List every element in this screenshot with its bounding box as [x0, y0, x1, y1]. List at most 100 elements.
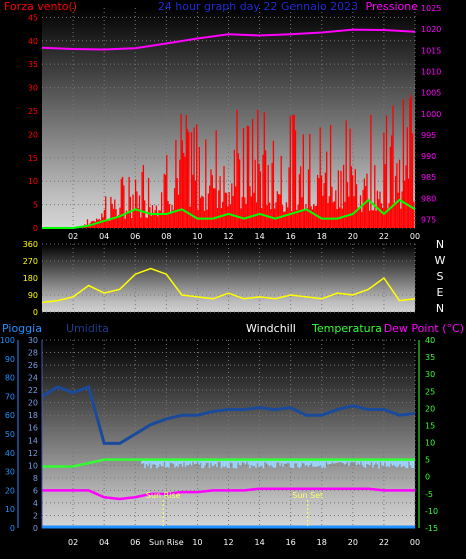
temp-tick-label: 25 [425, 387, 435, 396]
rain-tick-label: 50 [5, 430, 15, 439]
gust-line [42, 198, 416, 229]
temp-axis-ticks: 0102030405060708090100024681012141618202… [0, 336, 438, 547]
pressure-tick-label: 975 [421, 216, 436, 225]
humidity-tick-label: 22 [28, 386, 38, 395]
cardinal-letter: E [437, 286, 444, 299]
rain-tick-label: 10 [5, 505, 15, 514]
temp-tick-label: 30 [425, 370, 435, 379]
temp-tick-label: -15 [425, 524, 438, 533]
sunrise-label: Sun Rise [146, 491, 181, 500]
temp-tick-label: -5 [425, 490, 433, 499]
time-tick-label: 02 [68, 538, 78, 547]
time-tick-label: 06 [130, 232, 140, 241]
temp-tick-label: 20 [425, 404, 435, 413]
cardinal-letter: N [436, 238, 444, 251]
wind-axis-ticks: 0510152025303540459759809859909951000100… [28, 4, 442, 241]
temp-tick-label: 10 [425, 439, 435, 448]
time-tick-label: 20 [348, 232, 358, 241]
time-tick-label: 14 [254, 232, 264, 241]
pressure-tick-label: 995 [421, 131, 436, 140]
windchill-label: Windchill [246, 322, 296, 335]
wind-tick-label: 5 [33, 201, 38, 210]
wind-tick-label: 10 [28, 177, 38, 186]
humidity-label: Umidita [66, 322, 109, 335]
rain-label: Pioggia [2, 322, 42, 335]
pressure-line [41, 28, 416, 51]
time-tick-label: 20 [348, 538, 358, 547]
humidity-tick-label: 14 [28, 436, 38, 445]
humidity-line [41, 385, 416, 445]
pressure-tick-label: 990 [421, 152, 436, 161]
time-tick-label: 16 [286, 538, 296, 547]
wind-grid [42, 8, 416, 229]
wind-tick-label: 15 [28, 154, 38, 163]
wind-tick-label: 0 [33, 224, 38, 233]
direction-plot-area [42, 244, 415, 312]
rain-tick-label: 70 [5, 392, 15, 401]
humidity-tick-label: 12 [28, 449, 38, 458]
temp-tick-label: 35 [425, 353, 435, 362]
time-tick-label: 22 [379, 232, 389, 241]
time-tick-label: 12 [223, 232, 233, 241]
rain-tick-label: 80 [5, 374, 15, 383]
time-tick-label: 18 [317, 232, 327, 241]
pressure-tick-label: 1010 [421, 67, 441, 76]
pressure-tick-label: 1015 [421, 46, 441, 55]
humidity-tick-label: 6 [33, 486, 38, 495]
pressure-tick-label: 980 [421, 194, 436, 203]
time-tick-label: 00 [410, 538, 420, 547]
temp-tick-label: 5 [425, 456, 430, 465]
wind-tick-label: 45 [28, 13, 38, 22]
time-tick-label: 14 [254, 538, 264, 547]
rain-tick-label: 20 [5, 486, 15, 495]
time-tick-label: 06 [130, 538, 140, 547]
sunset-label: Sun Set [292, 491, 323, 500]
direction-tick-label: 90 [28, 291, 38, 300]
cardinal-letter: N [436, 302, 444, 315]
humidity-tick-label: 24 [28, 374, 38, 383]
wind-pressure-plot-area [42, 8, 415, 228]
temp-tick-label: 40 [425, 336, 435, 345]
pressure-tick-label: 1025 [421, 4, 441, 13]
rain-tick-label: 90 [5, 355, 15, 364]
temperature-line [42, 458, 415, 468]
time-tick-label: 04 [99, 538, 109, 547]
pressure-tick-label: 985 [421, 173, 436, 182]
rain-tick-label: 60 [5, 411, 15, 420]
direction-axis-ticks: 0 90 180 270 360 [23, 240, 38, 317]
rain-tick-label: 30 [5, 468, 15, 477]
wind-tick-label: 40 [28, 37, 38, 46]
humidity-tick-label: 28 [28, 349, 38, 358]
wind-tick-label: 20 [28, 130, 38, 139]
dewpoint-line [42, 487, 415, 501]
time-tick-label: 08 [161, 232, 171, 241]
temp-tick-label: -10 [425, 507, 438, 516]
humidity-tick-label: 26 [28, 361, 38, 370]
cardinal-letter: W [435, 254, 446, 267]
direction-line [41, 267, 416, 304]
direction-tick-label: 360 [23, 240, 38, 249]
humidity-tick-label: 20 [28, 399, 38, 408]
temp-tick-label: 0 [425, 473, 430, 482]
direction-tick-label: 180 [23, 274, 38, 283]
time-tick-label: 10 [192, 232, 202, 241]
rain-tick-label: 40 [5, 449, 15, 458]
pressure-axis-label: Pressione [366, 0, 419, 13]
top-chart-title: 24 hour graph day 22 Gennaio 2023 [158, 0, 358, 13]
temperature-label: Temperatura [311, 322, 382, 335]
time-tick-label: 10 [192, 538, 202, 547]
wind-tick-label: 35 [28, 60, 38, 69]
temp-tick-label: 15 [425, 421, 435, 430]
humidity-tick-label: 4 [33, 499, 38, 508]
humidity-tick-label: 0 [33, 524, 38, 533]
cardinal-letter: S [437, 270, 444, 283]
time-tick-label: 18 [317, 538, 327, 547]
wind-tick-label: 25 [28, 107, 38, 116]
direction-tick-label: 270 [23, 257, 38, 266]
pressure-tick-label: 1000 [421, 110, 441, 119]
humidity-tick-label: 30 [28, 336, 38, 345]
time-tick-label: 22 [379, 538, 389, 547]
wind-bars [72, 94, 415, 228]
